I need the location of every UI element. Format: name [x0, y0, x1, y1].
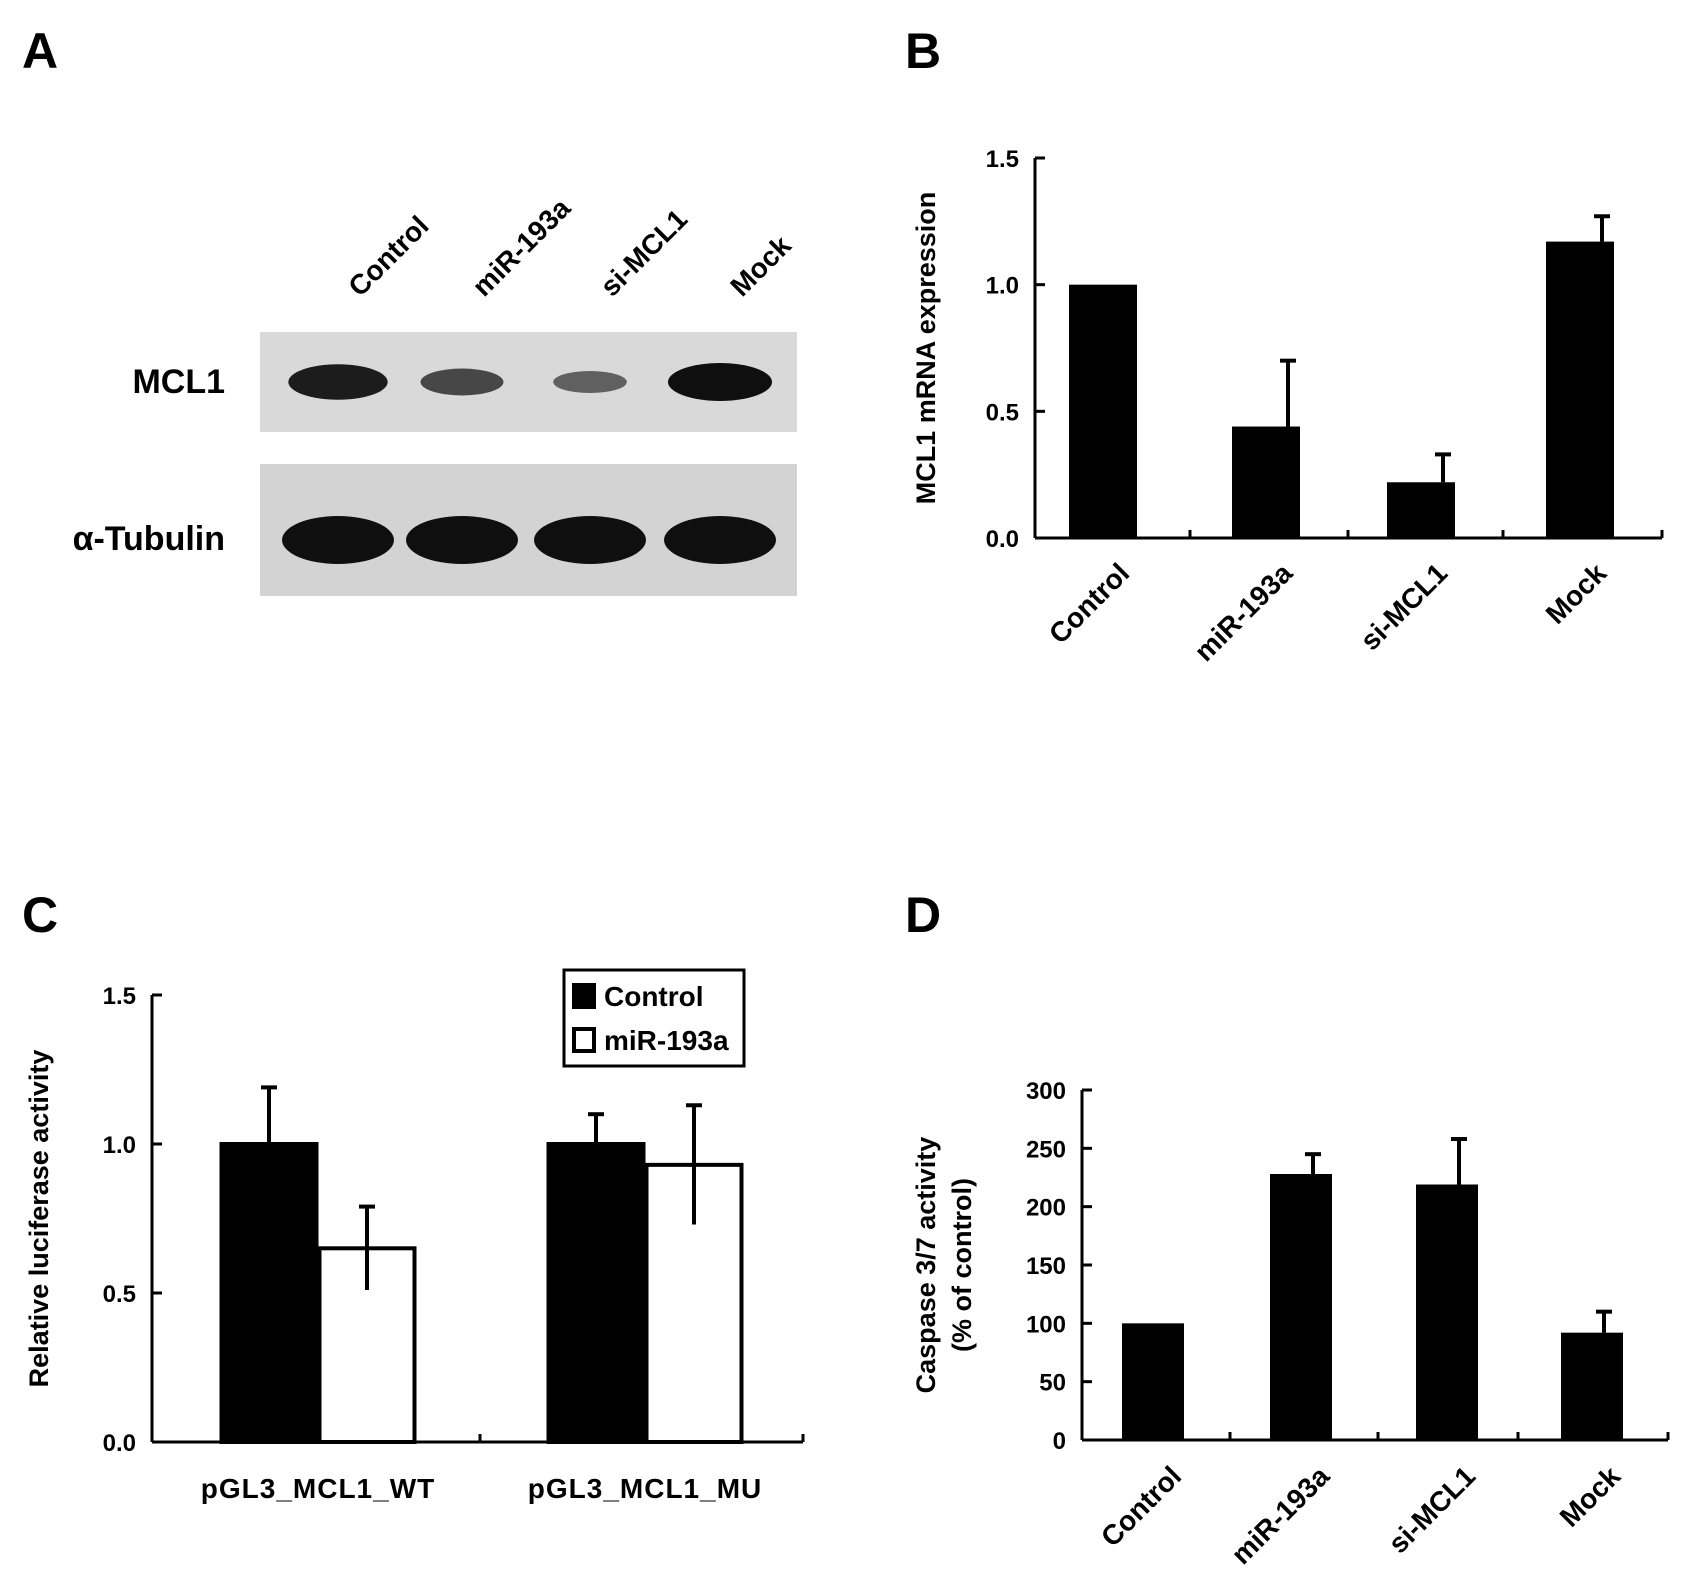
- lane-label: miR-193a: [466, 192, 576, 302]
- y-tick-label: 0.0: [986, 526, 1019, 553]
- blot-label-mcl1: MCL1: [132, 363, 225, 401]
- bar: [1232, 426, 1300, 538]
- legend: Control miR-193a: [562, 968, 746, 1068]
- blot-band: [288, 364, 388, 400]
- y-axis-label: Relative luciferase activity: [24, 1050, 54, 1388]
- legend-label: Control: [604, 981, 704, 1012]
- panel-label-a: A: [22, 23, 58, 79]
- x-category-label: Mock: [1554, 1460, 1627, 1533]
- bar: [1561, 1332, 1623, 1440]
- y-tick-label: 1.5: [103, 983, 136, 1010]
- y-axis-label: Caspase 3/7 activity: [911, 1137, 941, 1394]
- y-tick-label: 0.5: [103, 1281, 136, 1308]
- mcl1-bands: [288, 363, 772, 401]
- blot-band: [553, 371, 627, 393]
- panel-label-c: C: [22, 887, 58, 943]
- blot-band: [282, 516, 394, 564]
- panel-label-b: B: [905, 23, 941, 79]
- y-tick-label: 250: [1026, 1136, 1066, 1163]
- x-category-label: si-MCL1: [1382, 1460, 1481, 1559]
- bar: [1122, 1323, 1184, 1440]
- y-axis-label: MCL1 mRNA expression: [911, 192, 941, 505]
- y-tick-label: 150: [1026, 1253, 1066, 1280]
- blot-label-tubulin: α-Tubulin: [73, 520, 225, 558]
- y-tick-label: 0: [1053, 1428, 1066, 1455]
- blot-band: [406, 516, 518, 564]
- blot-band: [534, 516, 646, 564]
- y-tick-label: 1.5: [986, 146, 1019, 173]
- lane-label: Control: [342, 210, 434, 302]
- x-category-label: Control: [1043, 557, 1135, 649]
- bar: [1387, 482, 1455, 538]
- mcl1-mrna-chart: 0.0 0.5 1.0 1.5 Control miR-193a si-MCL1 Mock MC…: [911, 146, 1664, 667]
- y-tick-label: 200: [1026, 1195, 1066, 1222]
- y-tick-label: 50: [1039, 1370, 1066, 1397]
- y-tick-label: 0.5: [986, 399, 1019, 426]
- bar: [1416, 1184, 1478, 1440]
- y-axis-label: (% of control): [947, 1178, 977, 1352]
- western-blot-panel: Control miR-193a si-MCL1 Mock MCL1 α-Tubuli…: [73, 192, 797, 596]
- y-tick-label: 0.0: [103, 1430, 136, 1457]
- bar: [546, 1142, 646, 1444]
- bar: [1069, 284, 1137, 538]
- y-tick-label: 1.0: [103, 1132, 136, 1159]
- y-tick-label: 1.0: [986, 273, 1019, 300]
- bar: [1270, 1174, 1332, 1440]
- x-category-label: pGL3_MCL1_WT: [201, 1473, 435, 1504]
- x-category-label: pGL3_MCL1_MU: [528, 1473, 762, 1504]
- legend-label: miR-193a: [604, 1025, 729, 1056]
- legend-swatch: [572, 1027, 596, 1053]
- panel-label-d: D: [905, 887, 941, 943]
- blot-band: [420, 368, 504, 396]
- y-tick-label: 100: [1026, 1311, 1066, 1338]
- x-category-label: miR-193a: [1225, 1460, 1335, 1570]
- blot-band: [668, 363, 772, 401]
- lane-labels: Control miR-193a si-MCL1 Mock: [342, 192, 797, 302]
- tubulin-bands: [282, 516, 776, 564]
- luciferase-chart: 0.0 0.5 1.0 1.5 pGL3_MCL1_WT pGL3_MCL1_MU Rela…: [24, 968, 805, 1504]
- y-tick-label: 300: [1026, 1078, 1066, 1105]
- lane-label: si-MCL1: [594, 203, 693, 302]
- x-category-label: Mock: [1540, 557, 1613, 630]
- x-category-label: si-MCL1: [1354, 557, 1453, 656]
- bar: [1546, 241, 1614, 538]
- lane-label: Mock: [724, 229, 797, 302]
- caspase-chart: 0 50 100 150 200 250 300 Control miR-193a si-MCL1…: [911, 1078, 1670, 1570]
- blot-band: [664, 516, 776, 564]
- x-category-label: miR-193a: [1188, 557, 1298, 667]
- x-category-label: Control: [1095, 1460, 1187, 1552]
- legend-swatch: [572, 983, 596, 1009]
